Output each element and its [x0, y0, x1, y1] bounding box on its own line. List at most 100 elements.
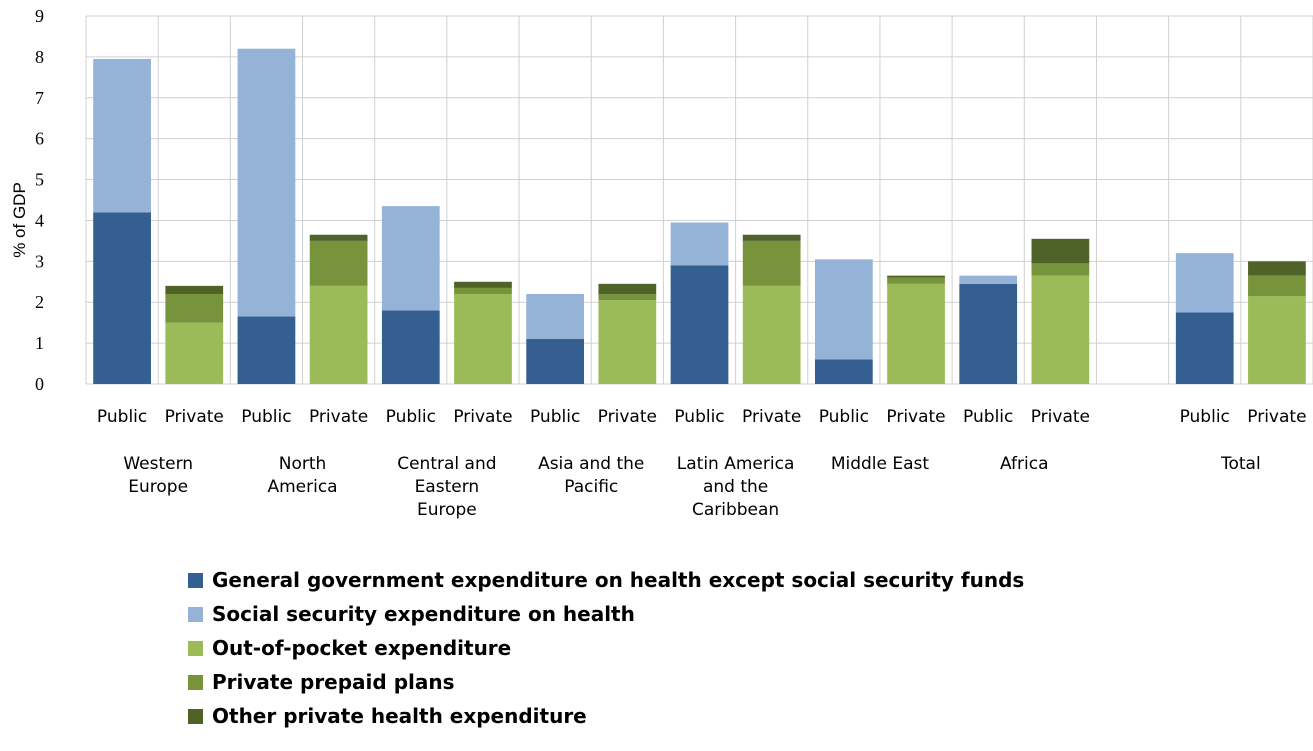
- bar-segment: [959, 283, 1018, 384]
- x-group-label: Western: [123, 454, 193, 474]
- legend-swatch: [188, 708, 203, 724]
- legend-item: General government expenditure on health…: [188, 563, 1024, 597]
- bar-segment: [165, 294, 224, 323]
- bar-segment: [742, 285, 801, 384]
- y-tick-labels: 0 1 2 3 4 5 6 7 8 9: [35, 6, 44, 394]
- x-category-label: Private: [1031, 407, 1090, 427]
- bar-segment: [742, 240, 801, 286]
- bar-segment: [526, 294, 585, 340]
- bar-segment: [598, 294, 657, 301]
- x-category-label: Private: [309, 407, 368, 427]
- x-category-label: Public: [674, 407, 724, 427]
- x-group-label: Africa: [1000, 454, 1049, 474]
- x-group-label: Europe: [417, 500, 477, 520]
- bar-segment: [598, 300, 657, 384]
- bar-segment: [814, 359, 873, 384]
- y-tick-label: 8: [35, 47, 44, 67]
- y-tick-label: 2: [35, 292, 44, 312]
- bar-segment: [1175, 253, 1234, 313]
- bar-segment: [1175, 312, 1234, 384]
- bar-segment: [454, 287, 512, 295]
- bar-segment: [887, 277, 945, 284]
- x-group-label: Caribbean: [692, 500, 779, 520]
- bar-segment: [93, 58, 151, 213]
- x-category-label: Public: [1180, 407, 1230, 427]
- legend: General government expenditure on health…: [188, 563, 1024, 733]
- x-category-label: Private: [453, 407, 512, 427]
- y-tick-label: 9: [35, 6, 44, 26]
- bar-segment: [1031, 263, 1090, 276]
- x-group-label: and the: [703, 477, 768, 497]
- bar-segment: [598, 283, 657, 295]
- bar-segment: [165, 285, 224, 295]
- x-group-label: Central and: [397, 454, 496, 474]
- legend-label: Social security expenditure on health: [212, 602, 635, 626]
- bar-segment: [1031, 275, 1090, 384]
- bar-segment: [454, 281, 512, 288]
- bar-segment: [1248, 261, 1306, 276]
- x-group-label: Total: [1220, 454, 1261, 474]
- bar-segment: [670, 265, 729, 384]
- bar-segment: [381, 310, 440, 384]
- x-category-label: Public: [530, 407, 580, 427]
- bar-segment: [1248, 296, 1306, 384]
- x-group-label: Middle East: [831, 454, 930, 474]
- legend-item: Social security expenditure on health: [188, 597, 1024, 631]
- bar-segment: [526, 339, 585, 384]
- category-separators: [85, 16, 1313, 384]
- x-category-label: Public: [97, 407, 147, 427]
- bar-segment: [959, 275, 1018, 284]
- x-category-label: Public: [819, 407, 869, 427]
- bar-segment: [93, 212, 151, 384]
- bar-segment: [670, 222, 729, 266]
- legend-label: Private prepaid plans: [212, 670, 455, 694]
- y-tick-label: 5: [35, 170, 44, 190]
- x-group-label: Eastern: [415, 477, 480, 497]
- x-group-label: Pacific: [564, 477, 618, 497]
- bars: [93, 48, 1306, 384]
- legend-swatch: [188, 572, 203, 588]
- legend-label: Other private health expenditure: [212, 704, 587, 728]
- x-group-label: Europe: [128, 477, 188, 497]
- y-tick-label: 4: [35, 210, 44, 230]
- x-category-label: Public: [386, 407, 436, 427]
- bar-segment: [237, 48, 296, 317]
- legend-item: Out-of-pocket expenditure: [188, 631, 1024, 665]
- bar-segment: [454, 294, 512, 384]
- bar-segment: [1031, 238, 1090, 264]
- y-axis-label: % of GDP: [10, 182, 29, 258]
- y-tick-label: 7: [35, 88, 44, 108]
- bar-segment: [309, 234, 368, 241]
- bar-segment: [887, 275, 945, 278]
- x-category-labels: Public Private Public Private Public Private P…: [97, 407, 1307, 427]
- legend-swatch: [188, 640, 203, 656]
- y-tick-label: 0: [35, 374, 44, 394]
- x-group-label: Asia and the: [538, 454, 644, 474]
- legend-swatch: [188, 674, 203, 690]
- bar-segment: [381, 206, 440, 311]
- bar-segment: [309, 285, 368, 384]
- bar-segment: [165, 322, 224, 384]
- x-category-label: Private: [598, 407, 657, 427]
- x-group-label: North: [279, 454, 327, 474]
- bar-segment: [742, 234, 801, 241]
- bar-segment: [1248, 275, 1306, 297]
- legend-item: Private prepaid plans: [188, 665, 1024, 699]
- x-group-label: Latin America: [677, 454, 795, 474]
- x-category-label: Public: [241, 407, 291, 427]
- x-category-label: Private: [1247, 407, 1306, 427]
- x-category-label: Public: [963, 407, 1013, 427]
- y-tick-label: 3: [35, 251, 44, 271]
- x-category-label: Private: [165, 407, 224, 427]
- y-tick-label: 1: [35, 333, 44, 353]
- legend-item: Other private health expenditure: [188, 699, 1024, 733]
- x-category-label: Private: [742, 407, 801, 427]
- x-group-labels: Western Europe North America Central and East…: [123, 454, 1260, 520]
- bar-segment: [237, 316, 296, 384]
- bar-segment: [887, 283, 945, 384]
- legend-label: General government expenditure on health…: [212, 568, 1025, 592]
- x-group-label: America: [267, 477, 337, 497]
- legend-swatch: [188, 606, 203, 622]
- y-tick-label: 6: [35, 129, 44, 149]
